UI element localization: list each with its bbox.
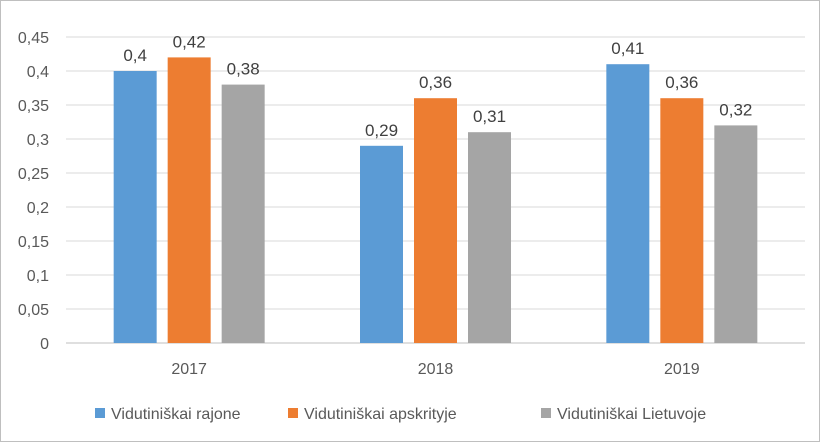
- data-label: 0,36: [665, 73, 698, 92]
- data-labels: 0,4 0,42 0,38 0,29 0,36 0,31 0,41 0,36 0,32: [123, 32, 752, 139]
- data-label: 0,42: [173, 32, 206, 51]
- y-tick-label: 0,45: [18, 30, 49, 47]
- bar-2017-series-3: [221, 84, 265, 343]
- legend-label: Vidutiniškai rajone: [111, 406, 241, 423]
- x-axis: 2017 2018 2019: [171, 361, 699, 378]
- legend-swatch: [541, 408, 551, 418]
- data-label: 0,41: [611, 39, 644, 58]
- bar-2019-series-1: [606, 64, 650, 343]
- bar-2019-series-3: [714, 125, 758, 344]
- y-tick-label: 0,1: [27, 268, 49, 285]
- x-tick-label: 2018: [418, 361, 454, 378]
- legend: Vidutiniškai rajone Vidutiniškai apskrity…: [95, 406, 706, 423]
- legend-label: Vidutiniškai apskrityje: [304, 406, 457, 423]
- y-axis: 0 0,05 0,1 0,15 0,2 0,25 0,3 0,35 0,4 0,45: [18, 30, 49, 353]
- y-tick-label: 0,2: [27, 200, 49, 217]
- y-tick-label: 0,3: [27, 132, 49, 149]
- legend-item: Vidutiniškai Lietuvoje: [541, 406, 706, 423]
- data-label: 0,38: [227, 60, 260, 79]
- bar-2018-series-2: [414, 98, 457, 343]
- legend-swatch: [95, 408, 105, 418]
- data-label: 0,36: [419, 73, 452, 92]
- data-label: 0,31: [473, 107, 506, 126]
- bar-2017-series-2: [167, 57, 211, 344]
- legend-label: Vidutiniškai Lietuvoje: [557, 406, 706, 423]
- x-tick-label: 2017: [171, 361, 207, 378]
- bar-2018-series-3: [468, 132, 511, 343]
- legend-item: Vidutiniškai rajone: [95, 406, 241, 423]
- legend-item: Vidutiniškai apskrityje: [288, 406, 457, 423]
- y-tick-label: 0: [40, 336, 49, 353]
- data-label: 0,32: [719, 100, 752, 119]
- y-tick-label: 0,4: [27, 64, 49, 81]
- y-tick-label: 0,25: [18, 166, 49, 183]
- y-tick-label: 0,15: [18, 234, 49, 251]
- data-label: 0,29: [365, 121, 398, 140]
- bars: [113, 57, 758, 344]
- data-label: 0,4: [123, 46, 147, 65]
- y-tick-label: 0,05: [18, 302, 49, 319]
- bar-2017-series-1: [113, 71, 157, 343]
- y-tick-label: 0,35: [18, 98, 49, 115]
- bar-2019-series-2: [660, 98, 704, 343]
- bar-2018-series-1: [360, 145, 403, 343]
- x-tick-label: 2019: [664, 361, 700, 378]
- legend-swatch: [288, 408, 298, 418]
